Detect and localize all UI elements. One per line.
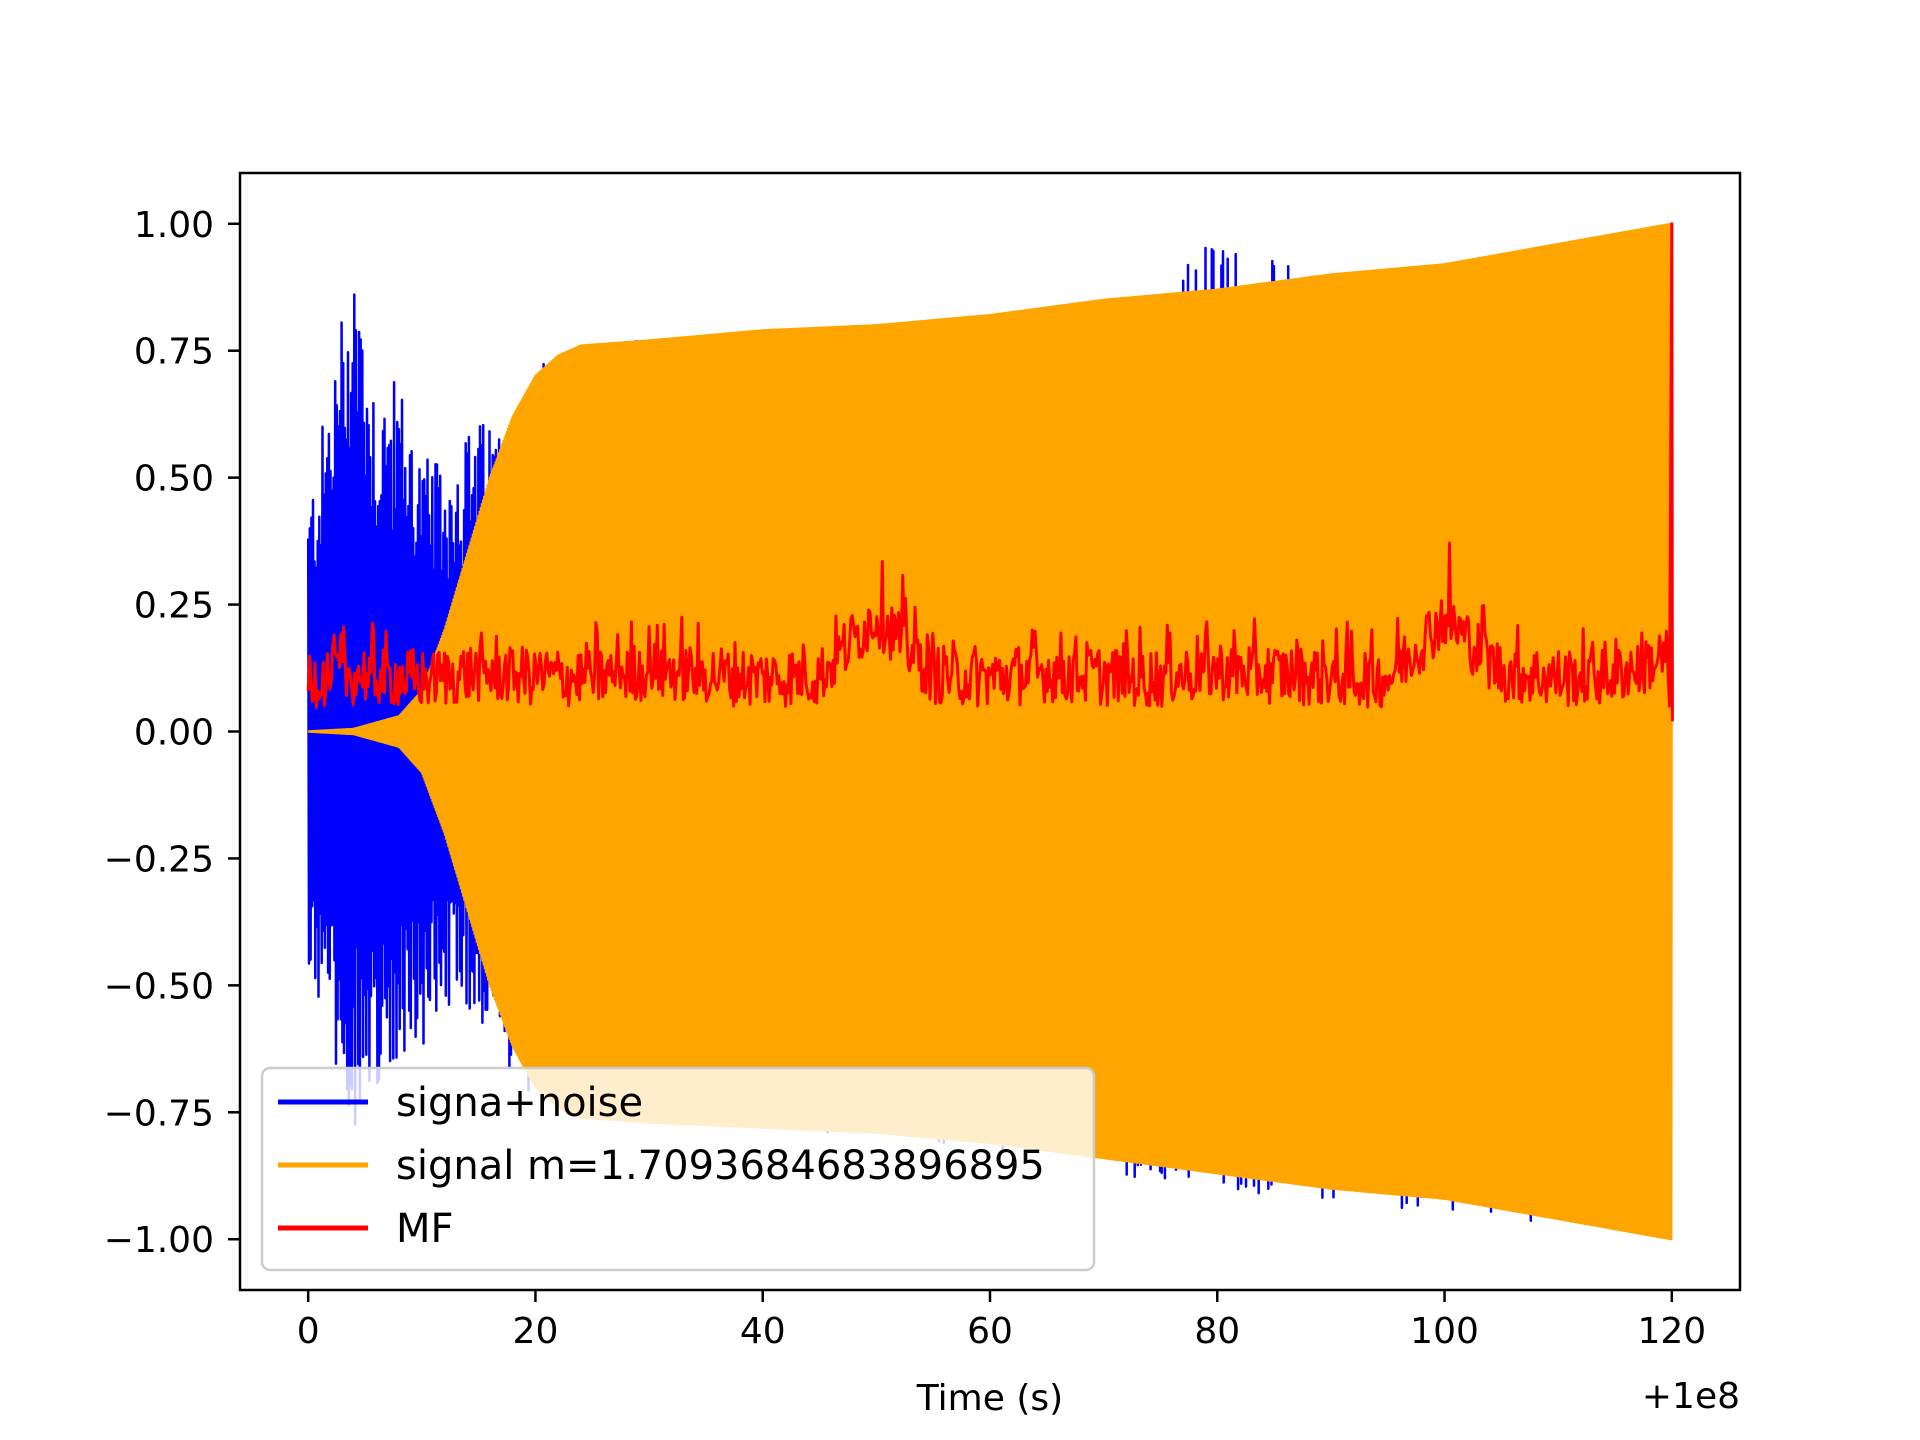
y-tick-label: −0.75 (104, 1093, 214, 1134)
y-axis: 1.00 0.75 0.50 0.25 0.00 −0.25 −0.50 −0.75 −1.00 (104, 205, 240, 1261)
legend-frame (260, 1066, 1096, 1272)
y-tick-label: 0.25 (134, 586, 214, 627)
x-tick-label: 40 (740, 1311, 786, 1352)
x-tick-label: 100 (1410, 1311, 1479, 1352)
x-tick-label: 80 (1194, 1311, 1240, 1352)
series-layer (306, 222, 1674, 1241)
legend: signa+noise signal m=1.7093684683896895 … (260, 1066, 1096, 1272)
x-tick-label: 60 (967, 1311, 1013, 1352)
series-line-1 (307, 222, 1674, 1241)
x-tick-label: 120 (1637, 1311, 1706, 1352)
x-axis-label: Time (s) (916, 1378, 1063, 1419)
legend-label-signal-noise: signa+noise (396, 1080, 643, 1126)
y-tick-label: −0.25 (104, 839, 214, 880)
y-tick-label: 1.00 (134, 205, 214, 246)
x-offset-label: +1e8 (1642, 1376, 1740, 1417)
y-tick-label: 0.50 (134, 459, 214, 500)
y-tick-label: 0.00 (134, 713, 214, 754)
x-axis: 0 20 40 60 80 100 120 (297, 1290, 1706, 1352)
x-tick-label: 0 (297, 1311, 320, 1352)
y-tick-label: −1.00 (104, 1220, 214, 1261)
series-line-2 (306, 222, 1674, 722)
x-tick-label: 20 (513, 1311, 559, 1352)
legend-label-mf: MF (396, 1206, 454, 1252)
y-tick-label: 0.75 (134, 332, 214, 373)
y-tick-label: −0.50 (104, 966, 214, 1007)
legend-label-signal: signal m=1.7093684683896895 (396, 1143, 1045, 1189)
